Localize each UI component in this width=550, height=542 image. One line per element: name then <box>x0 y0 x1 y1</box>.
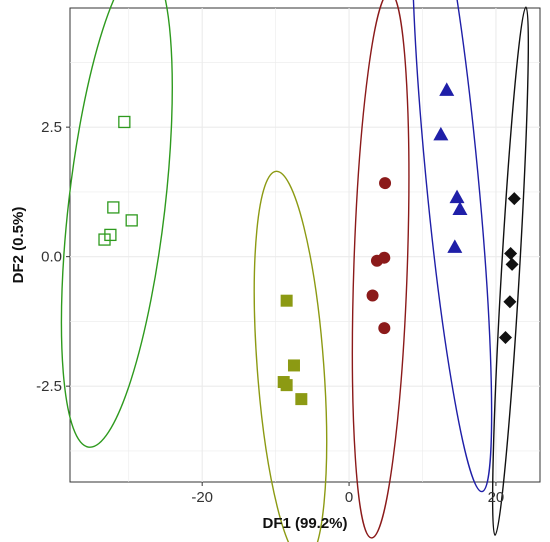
data-point-circle <box>379 177 392 190</box>
data-point-circle <box>378 251 391 264</box>
y-tick-label: 0.0 <box>41 249 62 266</box>
data-point-diamond <box>504 247 518 261</box>
y-axis-title: DF2 (0.5%) <box>10 207 27 284</box>
data-point-open-square <box>118 115 131 129</box>
x-axis-title: DF1 (99.2%) <box>262 515 347 532</box>
confidence-ellipse <box>60 0 173 448</box>
data-point-triangle <box>452 201 468 215</box>
data-point-circle <box>366 289 379 302</box>
grid-major <box>70 8 540 482</box>
data-points <box>98 82 521 406</box>
y-tick-label: 2.5 <box>41 119 62 136</box>
data-point-triangle <box>447 239 463 253</box>
y-tick-label: -2.5 <box>36 378 62 395</box>
data-point-triangle <box>433 126 449 141</box>
data-point-diamond <box>505 257 519 271</box>
x-axis-ticks: -20 0 20 <box>191 482 504 506</box>
confidence-ellipse <box>351 0 410 539</box>
data-point-circle <box>378 322 391 335</box>
confidence-ellipse <box>491 6 530 536</box>
grid-minor <box>70 8 540 482</box>
data-point-diamond <box>503 295 517 309</box>
plot-panel <box>69 7 541 483</box>
x-tick-label: 0 <box>345 489 353 506</box>
confidence-ellipses <box>60 0 530 542</box>
data-point-diamond <box>498 330 512 344</box>
confidence-ellipse <box>253 170 328 542</box>
data-point-square <box>280 379 293 392</box>
data-point-triangle <box>449 189 465 204</box>
data-point-diamond <box>507 192 521 206</box>
confidence-ellipse <box>411 0 493 493</box>
x-tick-label: 20 <box>488 489 505 506</box>
data-point-open-square <box>125 214 138 227</box>
data-point-open-square <box>98 233 111 246</box>
data-point-square <box>287 359 300 372</box>
data-point-square <box>280 294 293 307</box>
data-point-triangle <box>439 82 455 96</box>
data-point-open-square <box>107 201 120 214</box>
data-point-square <box>295 393 308 406</box>
y-axis-ticks: -2.5 0.0 2.5 <box>36 119 70 395</box>
x-tick-label: -20 <box>191 489 213 506</box>
